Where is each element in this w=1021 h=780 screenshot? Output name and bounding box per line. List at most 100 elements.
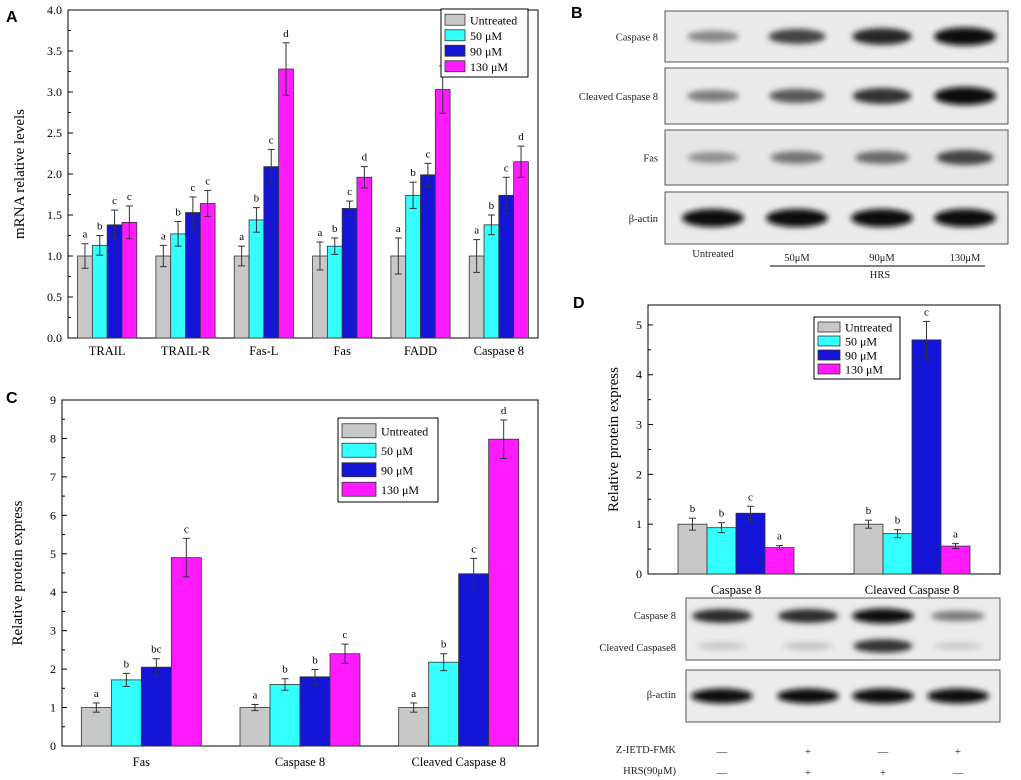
chart-c-bar-untreated-caspase-8: [239, 707, 271, 747]
chart-a-category-label: TRAIL: [89, 344, 126, 358]
blot-d-band: [783, 642, 833, 650]
chart-c: 0 1 2 3 4 5 6 7 8 9 Relative protein express Fas a b b…: [10, 393, 539, 769]
blot-d-band: [777, 688, 839, 704]
chart-a-ytick-label: 0.5: [47, 290, 62, 304]
blot-b-band: [851, 209, 913, 227]
chart-c-ylabel: Relative protein express: [10, 500, 26, 645]
chart-d-bar-50-m-cleaved-caspase-8: [882, 533, 913, 575]
chart-a-category-label: Caspase 8: [474, 344, 524, 358]
blot-d-row-label: β-actin: [647, 690, 677, 701]
panel-label-b: B: [571, 5, 583, 22]
blot-d-treatment-sign: +: [805, 747, 811, 758]
blot-b-band: [768, 29, 826, 44]
chart-a-ytick-label: 3.0: [47, 85, 62, 99]
chart-a-category-label: Fas-L: [249, 344, 278, 358]
blot-b-band: [934, 209, 996, 227]
chart-c-bar-90-m-cleaved-caspase-8: [458, 573, 490, 747]
blot-d-band: [927, 688, 989, 704]
chart-a-ytick-label: 1.5: [47, 208, 62, 222]
panel-label-d: D: [573, 295, 585, 312]
chart-d-ytick-label: 2: [636, 467, 642, 481]
chart-c-bar-50-m-cleaved-caspase-8: [428, 661, 460, 747]
blot-d-treatment-sign: +: [805, 768, 811, 779]
chart-d-bar-130-m-caspase-8: [764, 547, 795, 575]
chart-d-category-label: Cleaved Caspase 8: [865, 583, 959, 597]
blot-b-lane-label: 90μM: [869, 253, 895, 264]
legend-swatch-90-m: [444, 44, 466, 57]
chart-c-significance-label: b: [312, 654, 318, 666]
chart-a-bar-untreated-trail-r: [155, 255, 172, 339]
chart-a-bar-50-m-trail-r: [170, 233, 186, 339]
chart-a-significance-label: d: [518, 131, 524, 143]
chart-a-significance-label: c: [504, 162, 509, 174]
chart-c-ytick-label: 4: [50, 585, 56, 599]
chart-d-ytick-label: 5: [636, 318, 642, 332]
chart-a-significance-label: b: [410, 167, 416, 179]
legend-label-130-m: 130 μM: [381, 483, 419, 497]
chart-a-significance-label: d: [362, 152, 368, 164]
chart-a-significance-label: a: [83, 229, 88, 241]
legend-swatch-130-m: [444, 60, 466, 73]
chart-c-ytick-label: 2: [50, 662, 56, 676]
chart-d-bar-90-m-caspase-8: [735, 512, 766, 575]
legend-swatch-untreated: [444, 13, 466, 26]
blot-b-band: [687, 30, 739, 43]
panel-label-a: A: [6, 9, 18, 26]
chart-c-significance-label: d: [501, 405, 507, 417]
chart-a-category-label: Fas: [333, 344, 351, 358]
blot-d-band: [778, 609, 838, 623]
chart-a-ytick-label: 2.0: [47, 167, 62, 181]
chart-d: 0 1 2 3 4 5 Relative protein express Caspase 8 b…: [606, 304, 1001, 597]
chart-d-bar-50-m-caspase-8: [706, 527, 737, 575]
chart-d-significance-label: b: [690, 503, 696, 515]
chart-a-bar-130-m-fas-l: [278, 68, 294, 339]
blot-b-row-label: β-actin: [629, 214, 659, 225]
legend-swatch-50-m: [444, 29, 466, 42]
blot-b-lane-label: 130μM: [950, 253, 981, 264]
blot-b-band: [852, 28, 912, 45]
blot-b-row-label: Fas: [643, 154, 658, 165]
blot-d-band: [933, 642, 983, 650]
chart-d-ytick-label: 3: [636, 418, 642, 432]
blot-b-band: [936, 150, 994, 165]
chart-a-ytick-label: 3.5: [47, 44, 62, 58]
chart-d-significance-label: b: [866, 505, 872, 517]
chart-c-significance-label: bc: [151, 644, 162, 656]
legend-swatch-130-m: [817, 363, 841, 375]
chart-d-ytick-label: 1: [636, 517, 642, 531]
blot-b-band: [682, 209, 744, 227]
blot-b-band: [687, 152, 739, 163]
chart-c-category-label: Caspase 8: [275, 755, 325, 769]
legend-label-50-m: 50 μM: [470, 29, 502, 43]
blot-d-treatment-sign: —: [952, 768, 964, 779]
western-blot-b: Caspase 8 Cleaved Caspase 8 Fas β-actin Untr…: [579, 10, 1009, 281]
chart-a-significance-label: c: [205, 175, 210, 187]
chart-c-significance-label: a: [253, 689, 258, 701]
chart-c-significance-label: c: [184, 523, 189, 535]
chart-a-bar-50-m-fas: [326, 245, 343, 339]
chart-c-category-label: Cleaved Caspase 8: [411, 755, 505, 769]
legend-swatch-50-m: [341, 442, 377, 458]
chart-a-bar-90-m-trail: [106, 224, 123, 339]
chart-a-significance-label: b: [97, 221, 103, 233]
blot-b-band: [766, 209, 828, 227]
chart-a-significance-label: c: [127, 191, 132, 203]
chart-a-significance-label: a: [474, 225, 479, 237]
chart-d-significance-label: a: [777, 531, 782, 543]
chart-c-category-label: Fas: [133, 755, 151, 769]
chart-a-significance-label: d: [283, 28, 289, 40]
blot-d-band: [691, 688, 753, 704]
chart-c-significance-label: a: [94, 688, 99, 700]
chart-a-significance-label: b: [254, 193, 260, 205]
chart-a-significance-label: c: [112, 195, 117, 207]
legend-label-untreated: Untreated: [470, 13, 517, 27]
legend-label-90-m: 90 μM: [470, 44, 502, 58]
blot-b-band: [770, 151, 824, 164]
chart-a-bar-130-m-caspase-8: [513, 161, 529, 339]
blot-b-lane-label: 50μM: [784, 253, 810, 264]
legend-label-untreated: Untreated: [381, 424, 428, 438]
chart-c-significance-label: b: [282, 664, 288, 676]
chart-a-significance-label: a: [239, 231, 244, 243]
chart-d-bar-untreated-caspase-8: [677, 523, 708, 575]
